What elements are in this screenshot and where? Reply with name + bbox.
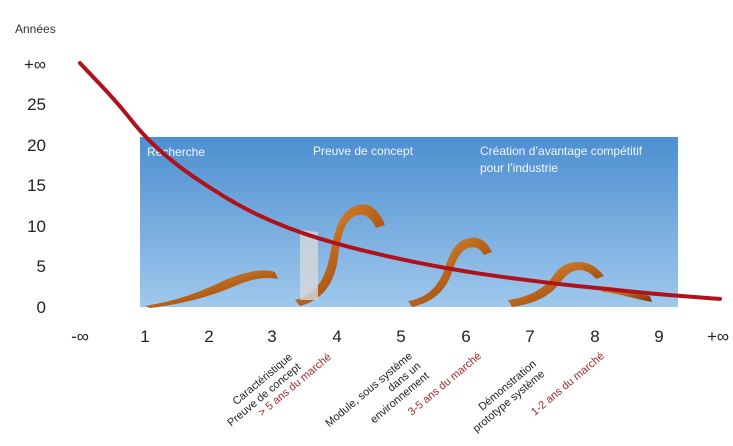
y-tick-label: 15 <box>27 176 46 195</box>
phase-label: 1-2 ans du marché <box>529 350 607 418</box>
s-curve-ribbon <box>145 270 278 308</box>
x-tick-label: 4 <box>332 327 341 346</box>
s-curve-ribbon <box>300 230 318 300</box>
x-tick-label: 5 <box>396 327 405 346</box>
x-axis: -∞ 1 2 3 4 5 6 7 8 9 +∞ <box>71 327 729 346</box>
y-tick-label: 5 <box>37 257 46 276</box>
phase-label: Démonstrationprototype système <box>462 358 547 435</box>
phase-label: Module, sous systèmedans unenvironnement <box>323 350 431 446</box>
s-curve-ribbon <box>408 237 492 307</box>
x-tick-label: -∞ <box>71 327 89 346</box>
x-tick-label: 3 <box>267 327 276 346</box>
y-tick-label: 0 <box>37 298 46 317</box>
y-tick-label: 25 <box>27 95 46 114</box>
band-label-competitive-advantage: Création d’avantage compétitif <box>480 144 643 158</box>
y-tick-label: 20 <box>27 136 46 155</box>
s-curve-ribbon <box>295 204 385 306</box>
y-tick-label: +∞ <box>24 55 46 74</box>
y-axis-title: Années <box>15 22 56 36</box>
x-tick-label: 6 <box>461 327 470 346</box>
x-tick-label: 2 <box>204 327 213 346</box>
series-line-decay <box>78 61 722 301</box>
band-label-research: Recherche <box>147 145 205 159</box>
series-layer <box>78 61 722 301</box>
band-label-for-industry: pour l’industrie <box>480 161 558 175</box>
x-tick-label: 7 <box>525 327 534 346</box>
y-tick-label: 10 <box>27 217 46 236</box>
band-label-proof-of-concept: Preuve de concept <box>313 144 414 158</box>
x-tick-label: +∞ <box>707 327 729 346</box>
y-axis: 0 5 10 15 20 25 +∞ <box>24 55 46 317</box>
stage-band <box>140 137 678 307</box>
x-tick-label: 1 <box>140 327 149 346</box>
phase-labels: CaractéristiquePreuve de concept> 5 ans … <box>225 350 607 446</box>
x-tick-label: 9 <box>654 327 663 346</box>
x-tick-label: 8 <box>590 327 599 346</box>
